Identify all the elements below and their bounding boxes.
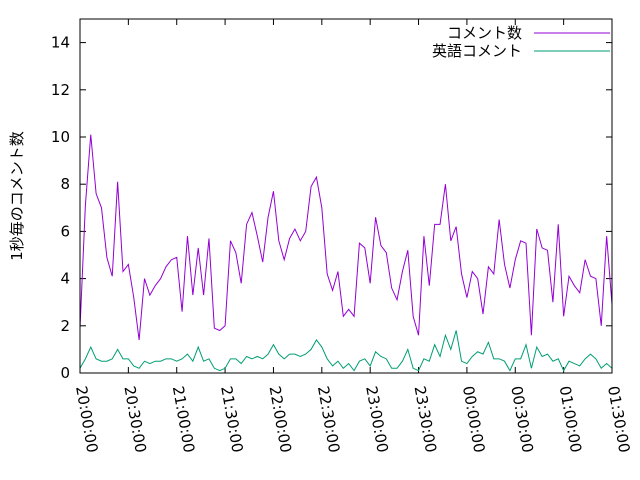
x-tick-label: 01:30:00 [604,385,633,454]
y-tick-label: 8 [60,175,70,193]
x-tick-label: 00:00:00 [459,385,488,454]
x-tick-label: 01:00:00 [556,385,585,454]
x-tick-label: 21:30:00 [217,385,246,454]
x-axis: 20:00:00 20:30:00 21:00:00 21:30:00 22:00:00… [72,19,633,454]
x-tick-label: 23:30:00 [411,385,440,454]
y-axis-label: 1秒毎のコメント数 [8,131,26,261]
x-tick-label: 00:30:00 [507,385,536,454]
x-tick-label: 22:00:00 [266,385,295,454]
series-line-1 [79,330,613,372]
plot-frame [79,18,613,374]
series-line-0 [79,134,613,341]
x-tick-label: 20:00:00 [72,385,101,454]
y-axis: 0 2 4 6 8 10 12 14 [51,34,612,382]
y-tick-label: 10 [51,128,70,146]
x-tick-label: 22:30:00 [314,385,343,454]
y-tick-label: 0 [60,364,70,382]
legend-label: コメント数 [447,24,522,42]
y-tick-label: 4 [60,270,70,288]
legend-label: 英語コメント [432,42,522,60]
y-tick-label: 6 [60,222,70,240]
x-tick-label: 23:00:00 [362,385,391,454]
y-tick-label: 12 [51,81,70,99]
series-layer [79,134,613,372]
x-tick-label: 21:00:00 [169,385,198,454]
x-tick-label: 20:30:00 [120,385,149,454]
y-tick-label: 2 [60,317,70,335]
y-tick-label: 14 [51,34,70,52]
